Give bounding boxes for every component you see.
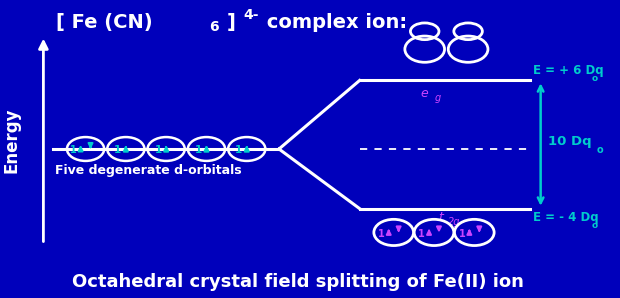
Text: o: o [591, 74, 597, 83]
Text: e: e [421, 87, 428, 100]
Text: 4-: 4- [243, 8, 259, 22]
Text: ]: ] [226, 13, 235, 32]
Text: [ Fe (CN): [ Fe (CN) [56, 13, 153, 32]
Text: 10 Dq: 10 Dq [548, 135, 591, 148]
Text: t: t [438, 211, 443, 224]
Text: 1: 1 [235, 145, 242, 156]
Text: E = + 6 Dq: E = + 6 Dq [533, 64, 604, 77]
Text: Five degenerate d-orbitals: Five degenerate d-orbitals [55, 164, 242, 177]
Text: 1: 1 [459, 229, 465, 239]
Text: Energy: Energy [2, 107, 20, 173]
Text: 1: 1 [378, 229, 384, 239]
Text: 1: 1 [114, 145, 122, 156]
Text: Octahedral crystal field splitting of Fe(II) ion: Octahedral crystal field splitting of Fe… [72, 273, 523, 291]
Text: 1: 1 [418, 229, 425, 239]
Text: 1: 1 [195, 145, 202, 156]
Text: 1: 1 [70, 145, 76, 156]
Text: 1: 1 [154, 145, 162, 156]
Text: o: o [596, 145, 603, 155]
Text: g: g [435, 93, 441, 103]
Text: complex ion:: complex ion: [260, 13, 407, 32]
Text: 2g: 2g [448, 217, 460, 227]
Text: 6: 6 [210, 20, 219, 34]
Text: E = - 4 Dq: E = - 4 Dq [533, 211, 599, 224]
Text: o: o [591, 221, 597, 230]
